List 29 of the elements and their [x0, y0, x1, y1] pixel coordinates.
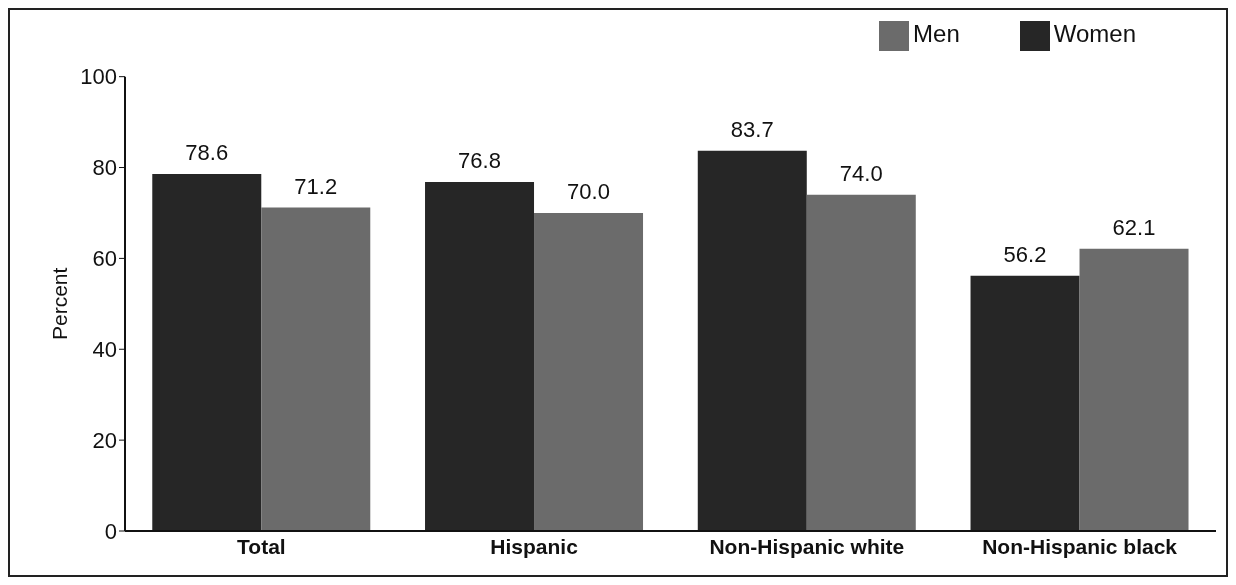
data-label: 76.8 [458, 148, 501, 174]
bar [1079, 248, 1189, 531]
bar [970, 275, 1080, 531]
x-tick-label: Non-Hispanic white [709, 534, 905, 558]
y-tick-label: 20 [92, 427, 117, 453]
x-tick-label: Total [237, 534, 286, 558]
x-tick-label: Hispanic [490, 534, 579, 558]
y-tick-label: 80 [92, 155, 117, 181]
y-tick-label: 100 [80, 64, 117, 90]
y-tick-label: 40 [92, 337, 117, 363]
data-label: 56.2 [1003, 241, 1047, 267]
bar [697, 150, 807, 531]
y-tick-label: 60 [92, 246, 117, 272]
data-label: 70.0 [567, 178, 610, 204]
bar [261, 207, 371, 531]
data-label: 74.0 [839, 160, 883, 186]
y-axis-title: Percent [48, 267, 72, 341]
data-label: 78.6 [185, 139, 229, 165]
bar [806, 194, 916, 531]
y-tick-label: 0 [104, 518, 117, 544]
legend-label: Women [1053, 20, 1136, 47]
bar [534, 212, 644, 531]
x-tick-label: Non-Hispanic black [982, 534, 1178, 558]
data-label: 62.1 [1112, 214, 1156, 240]
data-label: 71.2 [294, 173, 338, 199]
legend-label: Men [913, 20, 960, 47]
bar [152, 173, 262, 531]
bar [425, 182, 535, 531]
data-label: 83.7 [730, 116, 774, 142]
